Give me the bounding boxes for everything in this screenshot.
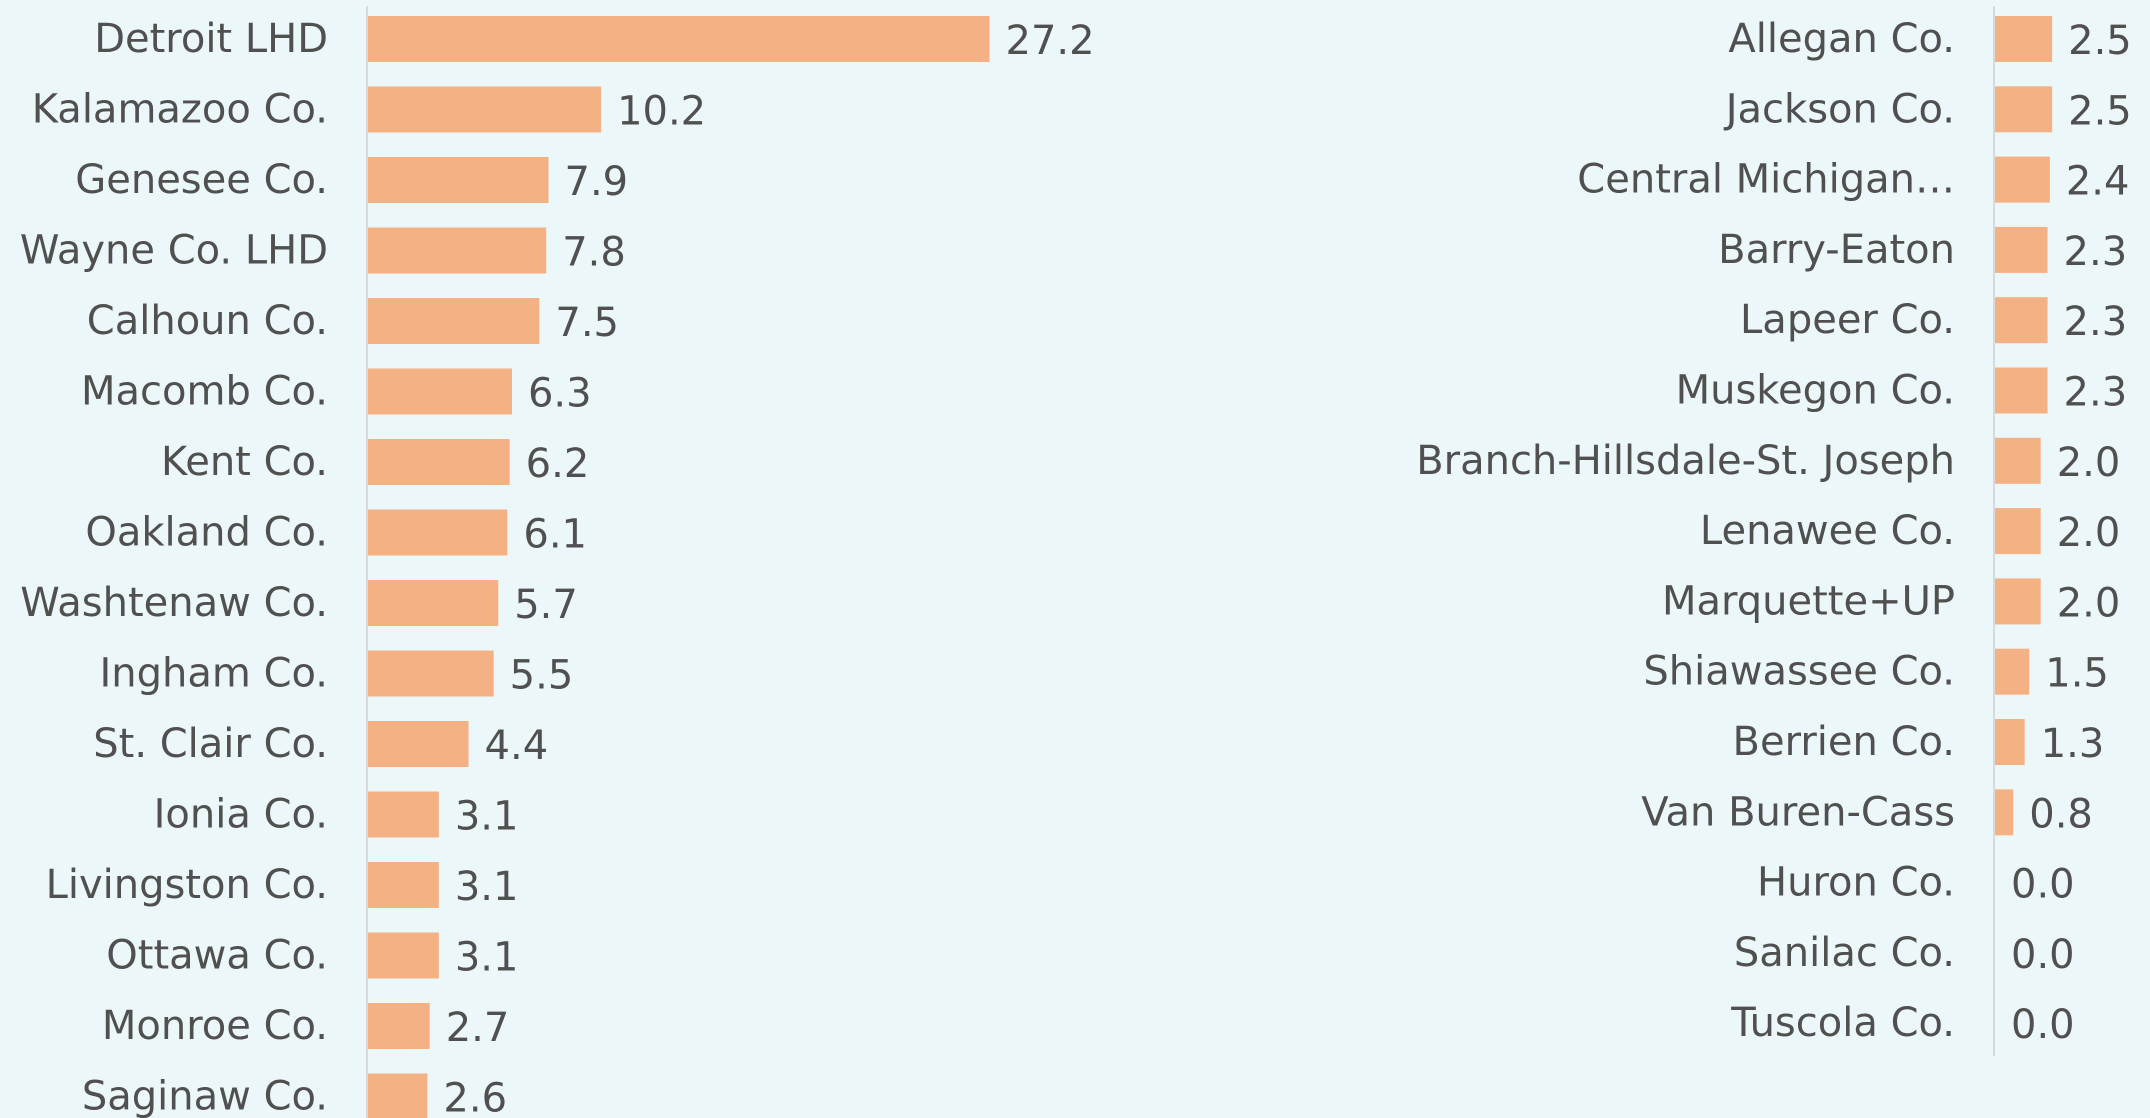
category-label: Wayne Co. LHD <box>20 228 328 274</box>
bar <box>1995 86 2053 133</box>
bar <box>368 650 494 697</box>
value-label: 6.1 <box>523 512 587 558</box>
category-label: Shiawassee Co. <box>1643 649 1955 695</box>
value-label: 4.4 <box>485 723 549 769</box>
category-label: Van Buren-Cass <box>1641 789 1955 835</box>
bar <box>368 157 549 203</box>
category-label: Sanilac Co. <box>1734 930 1955 976</box>
bar <box>1995 297 2048 344</box>
category-label: Livingston Co. <box>46 862 328 908</box>
value-label: 2.6 <box>443 1076 507 1118</box>
category-label: Monroe Co. <box>102 1003 328 1049</box>
bar <box>368 298 540 344</box>
bar <box>1995 719 2025 765</box>
value-label: 6.3 <box>528 371 592 417</box>
bar <box>368 16 990 62</box>
bar <box>368 580 499 626</box>
value-label: 2.5 <box>2068 18 2132 64</box>
value-label: 7.8 <box>562 230 626 276</box>
category-label: Lapeer Co. <box>1740 297 1955 343</box>
value-label: 0.0 <box>2011 862 2075 908</box>
bar <box>368 509 508 556</box>
bar <box>368 1003 430 1049</box>
right-panel: Allegan Co. 2.5 Jackson Co. 2.5 Central Mich… <box>1416 6 2132 1056</box>
value-label: 2.3 <box>2064 370 2128 416</box>
bar <box>368 721 469 767</box>
value-label: 27.2 <box>1006 18 1095 64</box>
bar <box>368 439 510 485</box>
value-label: 10.2 <box>617 89 706 135</box>
value-label: 3.1 <box>455 864 519 910</box>
category-label: Allegan Co. <box>1728 16 1955 62</box>
category-label: Kalamazoo Co. <box>32 87 328 133</box>
bar <box>368 227 547 274</box>
category-label: Barry-Eaton <box>1718 227 1955 273</box>
category-label: Macomb Co. <box>81 369 328 415</box>
category-label: Ottawa Co. <box>106 933 328 979</box>
bar <box>368 791 439 838</box>
category-label: Muskegon Co. <box>1676 368 1955 414</box>
bar <box>368 368 512 415</box>
value-label: 2.0 <box>2057 580 2121 626</box>
value-label: 5.5 <box>510 653 574 699</box>
value-label: 0.0 <box>2011 1002 2075 1048</box>
value-label: 2.0 <box>2057 510 2121 556</box>
category-label: Central Michigan… <box>1577 157 1955 203</box>
value-label: 6.2 <box>526 441 590 487</box>
value-label: 0.0 <box>2011 932 2075 978</box>
category-label: Huron Co. <box>1757 860 1955 906</box>
value-label: 2.7 <box>446 1005 510 1051</box>
category-label: Jackson Co. <box>1723 86 1955 132</box>
value-label: 1.3 <box>2041 721 2105 767</box>
category-label: Lenawee Co. <box>1700 508 1955 554</box>
value-label: 5.7 <box>514 582 578 628</box>
category-label: Oakland Co. <box>85 510 328 556</box>
bar <box>1995 226 2048 273</box>
category-label: Kent Co. <box>161 439 328 485</box>
category-label: Berrien Co. <box>1733 719 1955 765</box>
category-label: Genesee Co. <box>75 157 328 203</box>
bar <box>1995 367 2048 414</box>
category-label: Calhoun Co. <box>87 298 328 344</box>
value-label: 2.0 <box>2057 440 2121 486</box>
bar <box>1995 648 2030 695</box>
bar <box>1995 508 2041 555</box>
left-panel: Detroit LHD 27.2 Kalamazoo Co. 10.2 Genesee … <box>20 6 1095 1118</box>
value-label: 0.8 <box>2029 791 2093 837</box>
value-label: 2.3 <box>2064 299 2128 345</box>
category-label: Branch-Hillsdale-St. Joseph <box>1416 438 1955 484</box>
value-label: 2.4 <box>2066 159 2130 205</box>
value-label: 2.5 <box>2068 88 2132 134</box>
value-label: 3.1 <box>455 794 519 840</box>
bar <box>1995 16 2053 62</box>
value-label: 2.3 <box>2064 229 2128 275</box>
value-label: 7.9 <box>565 159 629 205</box>
value-label: 7.5 <box>555 300 619 346</box>
category-label: Marquette+UP <box>1662 578 1955 624</box>
bar <box>368 1073 428 1118</box>
category-label: Ingham Co. <box>100 651 329 697</box>
value-label: 3.1 <box>455 935 519 981</box>
category-label: St. Clair Co. <box>93 721 328 767</box>
category-label: Detroit LHD <box>94 16 328 62</box>
bar <box>1995 578 2041 625</box>
category-label: Ionia Co. <box>154 792 328 838</box>
bar <box>368 86 602 133</box>
category-label: Saginaw Co. <box>82 1074 328 1118</box>
bar <box>1995 437 2041 484</box>
category-label: Washtenaw Co. <box>20 580 328 626</box>
bar <box>368 862 439 908</box>
bar <box>1995 789 2014 836</box>
bar <box>368 932 439 979</box>
category-label: Tuscola Co. <box>1730 1000 1955 1046</box>
value-label: 1.5 <box>2045 651 2109 697</box>
bar <box>1995 156 2050 203</box>
